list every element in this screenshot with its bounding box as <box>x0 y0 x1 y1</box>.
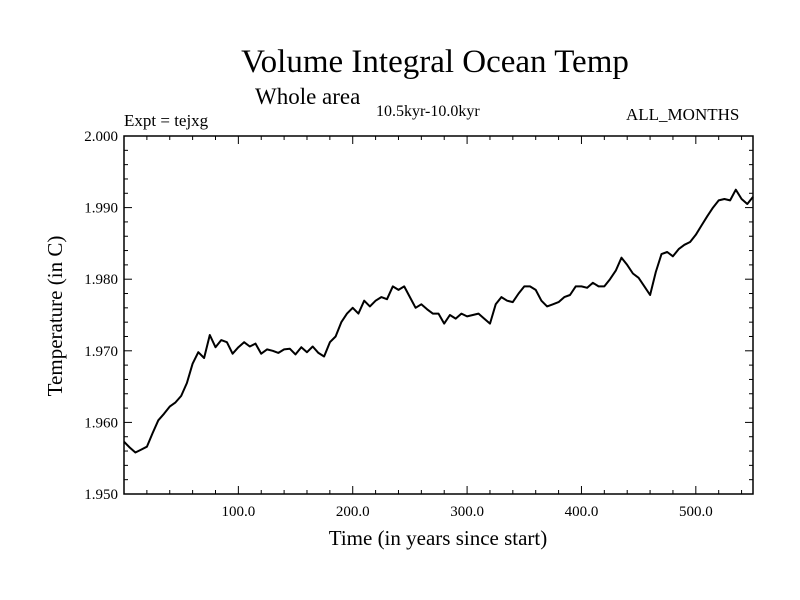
experiment-label: Expt = tejxg <box>124 111 209 130</box>
y-tick-label: 1.990 <box>84 201 118 217</box>
chart-title: Volume Integral Ocean Temp <box>241 44 629 80</box>
y-tick-label: 1.960 <box>84 415 118 431</box>
y-tick-label: 1.970 <box>84 344 118 360</box>
axis-tick-labels: 100.0 200.0 300.0 400.0 500.0 1.950 1.960 1.970… <box>84 129 712 520</box>
months-label: ALL_MONTHS <box>626 105 740 124</box>
x-tick-label: 200.0 <box>336 504 370 520</box>
x-tick-label: 400.0 <box>565 504 599 520</box>
x-tick-label: 100.0 <box>221 504 255 520</box>
x-tick-label: 300.0 <box>450 504 484 520</box>
y-tick-label: 1.950 <box>84 487 118 503</box>
chart-subtitle: Whole area <box>255 84 361 109</box>
plot-frame <box>123 135 754 495</box>
y-tick-label: 2.000 <box>84 129 118 145</box>
axis-ticks <box>124 135 753 495</box>
x-axis-label: Time (in years since start) <box>329 526 548 550</box>
series-line <box>123 188 754 454</box>
y-tick-label: 1.980 <box>84 272 118 288</box>
time-range-label: 10.5kyr-10.0kyr <box>376 103 480 120</box>
x-tick-label: 500.0 <box>679 504 713 520</box>
y-axis-label: Temperature (in C) <box>43 236 67 397</box>
